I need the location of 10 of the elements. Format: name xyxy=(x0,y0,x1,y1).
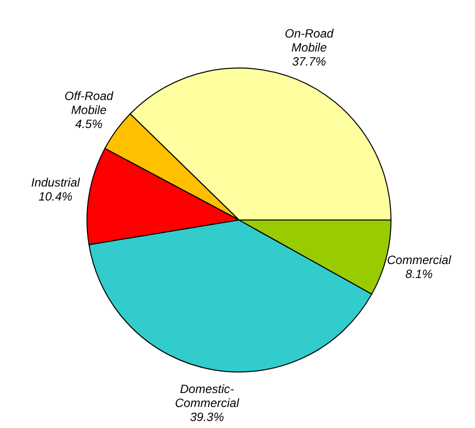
slice-label: Commercial xyxy=(387,252,452,267)
data-label: 10.4% xyxy=(38,190,73,204)
data-label: 37.7% xyxy=(292,54,326,69)
data-label: 4.5% xyxy=(75,117,103,132)
slice-label: Off-Road Mobile xyxy=(64,89,114,118)
slice-label: On-Road Mobile xyxy=(284,26,334,55)
slice-label: Domestic-Commercial xyxy=(175,382,240,410)
slice-label: Industrial xyxy=(31,176,80,190)
data-label: 39.3% xyxy=(190,410,224,424)
data-label: 8.1% xyxy=(405,266,434,281)
